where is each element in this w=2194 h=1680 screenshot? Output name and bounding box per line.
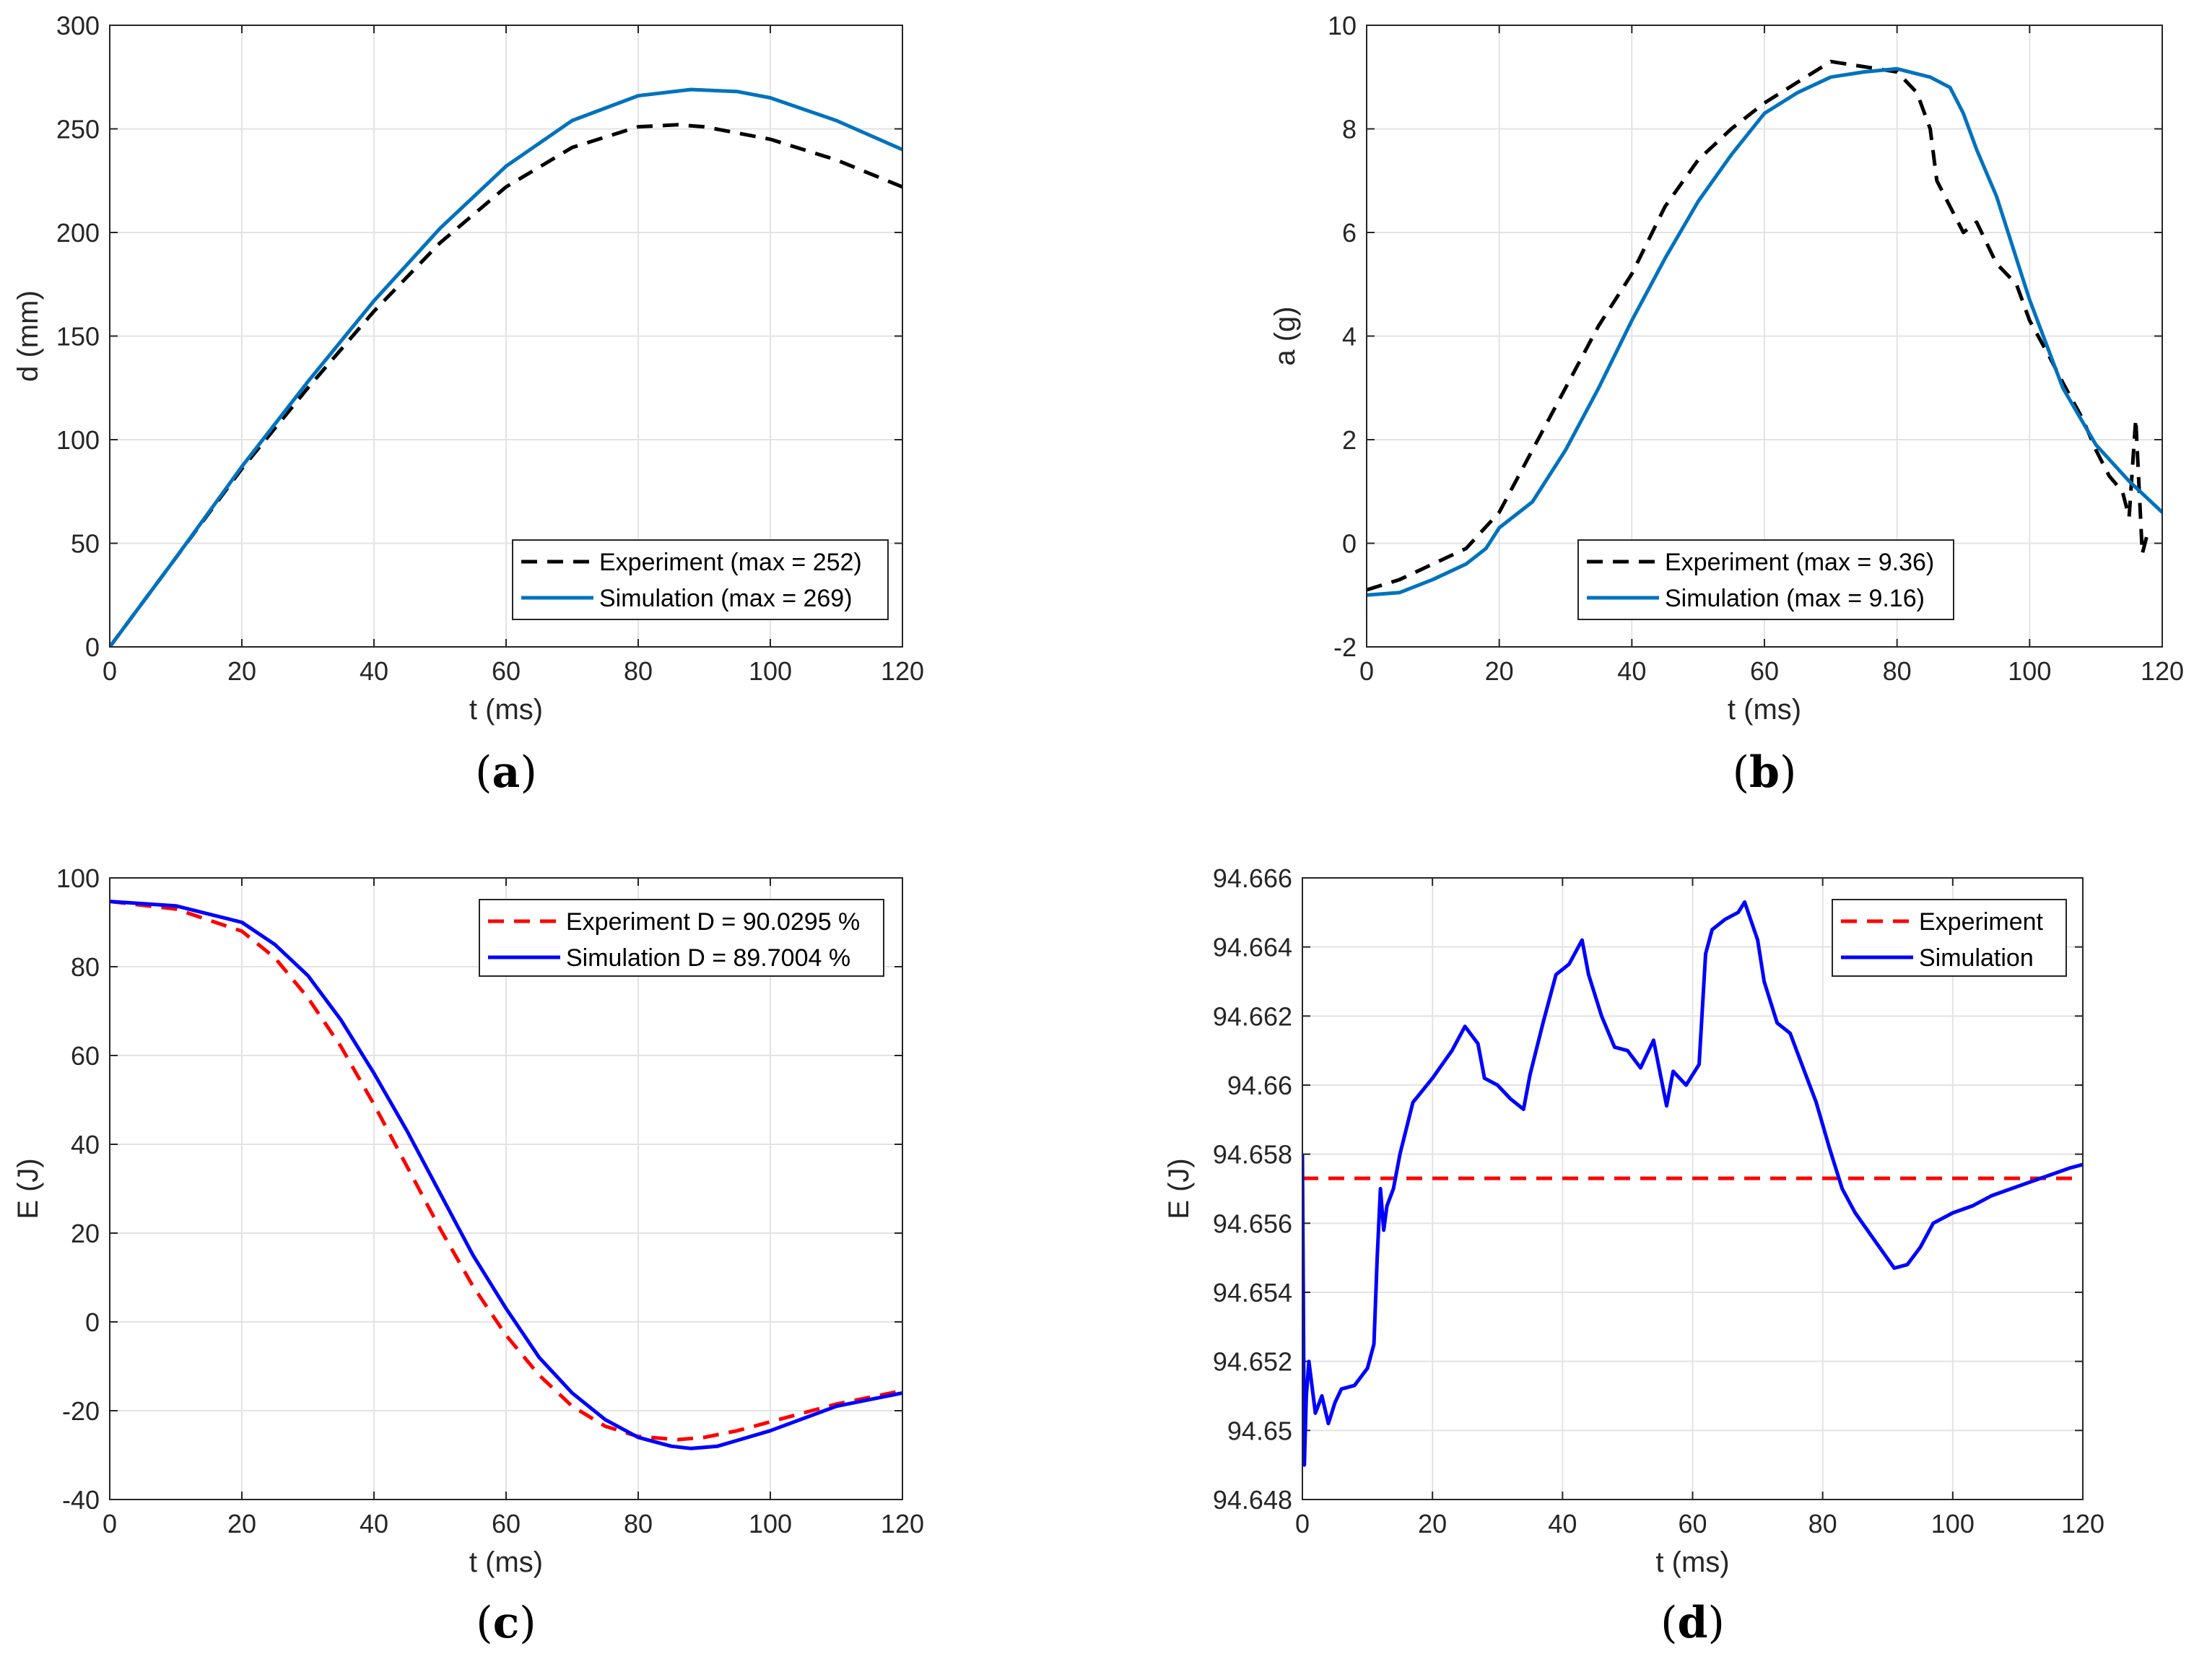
y-tick-label: -2 xyxy=(1333,632,1357,662)
x-axis-label: t (ms) xyxy=(469,1546,543,1578)
x-tick-label: 40 xyxy=(1617,656,1646,686)
y-tick-label: 94.648 xyxy=(1213,1485,1292,1515)
x-axis-label: t (ms) xyxy=(1655,1546,1729,1578)
panel-c: 0 20 40 60 80 100 120 -40 -20 0 20 40 60 80 100 t (ms) E… xyxy=(12,863,924,1648)
y-axis-label: E (J) xyxy=(12,1158,44,1219)
panel-caption: (c) xyxy=(476,1598,536,1648)
y-tick-label: 94.658 xyxy=(1213,1140,1292,1170)
y-tick-label: 94.654 xyxy=(1213,1278,1292,1307)
y-tick-label: 40 xyxy=(71,1130,100,1159)
panel-caption: (d) xyxy=(1660,1598,1725,1648)
y-tick-label: 60 xyxy=(71,1041,100,1071)
x-tick-label: 120 xyxy=(881,1509,924,1538)
series-line-simulation xyxy=(1367,66,2162,597)
y-tick-label: 300 xyxy=(56,11,100,40)
x-tick-label: 40 xyxy=(360,656,388,686)
legend-entry: Experiment xyxy=(1919,908,2044,936)
x-tick-label: 60 xyxy=(492,656,521,686)
x-axis-label: t (ms) xyxy=(469,694,543,726)
x-tick-label: 0 xyxy=(103,1509,117,1538)
series-line-experiment xyxy=(1367,59,2151,592)
y-tick-label: 200 xyxy=(56,218,100,248)
y-tick-label: 4 xyxy=(1342,322,1357,352)
y-axis-label: E (J) xyxy=(1163,1158,1195,1219)
axes-box xyxy=(1302,877,2084,1500)
x-tick-label: 0 xyxy=(1359,656,1374,686)
y-tick-label: 250 xyxy=(56,115,100,144)
legend-entry: Simulation (max = 269) xyxy=(599,585,853,612)
legend-entry: Simulation D = 89.7004 % xyxy=(566,944,850,972)
y-tick-label: 0 xyxy=(85,1307,100,1337)
x-tick-label: 20 xyxy=(1418,1509,1447,1538)
legend-box xyxy=(1832,899,2067,977)
y-tick-label: 94.66 xyxy=(1227,1071,1292,1100)
axes-box xyxy=(109,877,903,1500)
axes-box xyxy=(1366,25,2163,648)
series-line-simulation xyxy=(110,87,902,647)
y-tick-label: -20 xyxy=(62,1396,100,1426)
series-line-simulation xyxy=(1302,900,2083,1467)
x-tick-label: 60 xyxy=(1678,1509,1707,1538)
x-tick-label: 60 xyxy=(492,1509,521,1538)
x-tick-label: 120 xyxy=(2061,1509,2104,1538)
x-tick-label: 80 xyxy=(1883,656,1912,686)
y-tick-label: 6 xyxy=(1342,218,1357,248)
x-tick-label: 100 xyxy=(2008,656,2051,686)
y-tick-label: 94.652 xyxy=(1213,1347,1292,1377)
x-tick-label: 100 xyxy=(1931,1509,1975,1538)
legend-box xyxy=(479,899,884,977)
series-line-experiment xyxy=(110,900,902,1442)
legend-entry: Experiment (max = 9.36) xyxy=(1665,549,1934,576)
legend-entry: Experiment D = 90.0295 % xyxy=(566,908,860,936)
panel-d: 0 20 40 60 80 100 120 94.648 94.65 94.652 94.654 94… xyxy=(1163,863,2104,1648)
y-tick-label: 94.666 xyxy=(1213,863,1292,893)
x-axis-label: t (ms) xyxy=(1728,694,1801,726)
x-tick-label: 100 xyxy=(749,656,792,686)
x-tick-label: 0 xyxy=(1295,1509,1310,1538)
panel-caption: (a) xyxy=(475,747,537,798)
legend-entry: Simulation (max = 9.16) xyxy=(1665,585,1925,612)
series-line-simulation xyxy=(110,900,902,1450)
y-tick-label: 0 xyxy=(1342,529,1357,559)
axes-box xyxy=(109,25,903,648)
x-tick-label: 40 xyxy=(360,1509,388,1538)
x-tick-label: 80 xyxy=(624,1509,653,1538)
x-tick-label: 120 xyxy=(881,656,924,686)
x-tick-label: 120 xyxy=(2141,656,2184,686)
x-tick-label: 20 xyxy=(227,656,256,686)
panel-caption: (b) xyxy=(1733,747,1797,798)
legend-box xyxy=(1577,539,1954,620)
y-tick-label: 150 xyxy=(56,322,100,352)
legend-box xyxy=(512,539,889,620)
y-tick-label: -40 xyxy=(62,1485,100,1515)
legend-entry: Simulation xyxy=(1919,944,2034,972)
panel-a: 0 20 40 60 80 100 120 0 50 100 150 200 250 300 t (ms) d… xyxy=(12,11,924,798)
y-axis-label: a (g) xyxy=(1269,306,1301,365)
x-tick-label: 100 xyxy=(749,1509,792,1538)
y-tick-label: 94.656 xyxy=(1213,1209,1292,1238)
x-tick-label: 60 xyxy=(1750,656,1779,686)
y-tick-label: 100 xyxy=(56,425,100,455)
y-tick-label: 2 xyxy=(1342,425,1357,455)
legend-entry: Experiment (max = 252) xyxy=(599,549,862,576)
x-tick-label: 20 xyxy=(227,1509,256,1538)
y-tick-label: 20 xyxy=(71,1219,100,1248)
y-tick-label: 94.65 xyxy=(1227,1416,1292,1445)
x-tick-label: 20 xyxy=(1485,656,1514,686)
x-tick-label: 80 xyxy=(624,656,653,686)
y-tick-label: 10 xyxy=(1328,11,1357,40)
y-axis-label: d (mm) xyxy=(12,290,44,382)
y-tick-label: 8 xyxy=(1342,115,1357,144)
y-tick-label: 50 xyxy=(71,529,100,559)
y-tick-label: 100 xyxy=(56,863,100,893)
x-tick-label: 0 xyxy=(103,656,117,686)
y-tick-label: 94.664 xyxy=(1213,933,1292,962)
x-tick-label: 40 xyxy=(1548,1509,1577,1538)
y-tick-label: 0 xyxy=(85,632,100,662)
x-tick-label: 80 xyxy=(1808,1509,1837,1538)
y-tick-label: 94.662 xyxy=(1213,1001,1292,1031)
y-tick-label: 80 xyxy=(71,952,100,982)
